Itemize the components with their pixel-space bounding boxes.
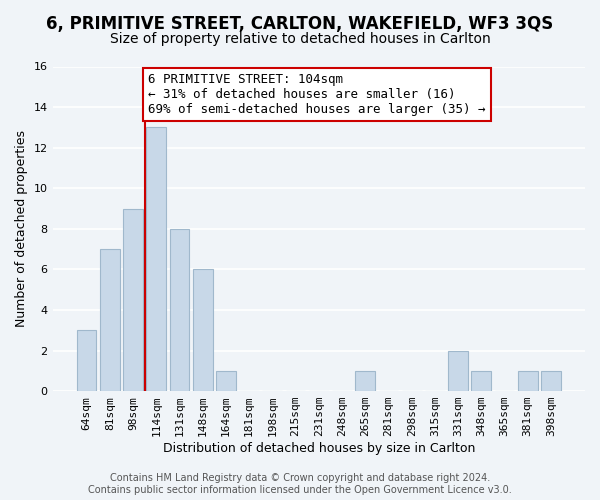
Bar [123,208,143,391]
Text: Contains HM Land Registry data © Crown copyright and database right 2024.
Contai: Contains HM Land Registry data © Crown c… [88,474,512,495]
Text: Size of property relative to detached houses in Carlton: Size of property relative to detached ho… [110,32,490,46]
Bar [355,371,375,391]
Y-axis label: Number of detached properties: Number of detached properties [15,130,28,328]
Bar [170,229,190,391]
X-axis label: Distribution of detached houses by size in Carlton: Distribution of detached houses by size … [163,442,475,455]
Bar [448,350,468,391]
Bar [193,270,212,391]
Bar [77,330,97,391]
Bar [518,371,538,391]
Bar [146,128,166,391]
Bar [216,371,236,391]
Text: 6 PRIMITIVE STREET: 104sqm
← 31% of detached houses are smaller (16)
69% of semi: 6 PRIMITIVE STREET: 104sqm ← 31% of deta… [148,72,485,116]
Bar [541,371,561,391]
Bar [100,249,119,391]
Text: 6, PRIMITIVE STREET, CARLTON, WAKEFIELD, WF3 3QS: 6, PRIMITIVE STREET, CARLTON, WAKEFIELD,… [46,15,554,33]
Bar [472,371,491,391]
